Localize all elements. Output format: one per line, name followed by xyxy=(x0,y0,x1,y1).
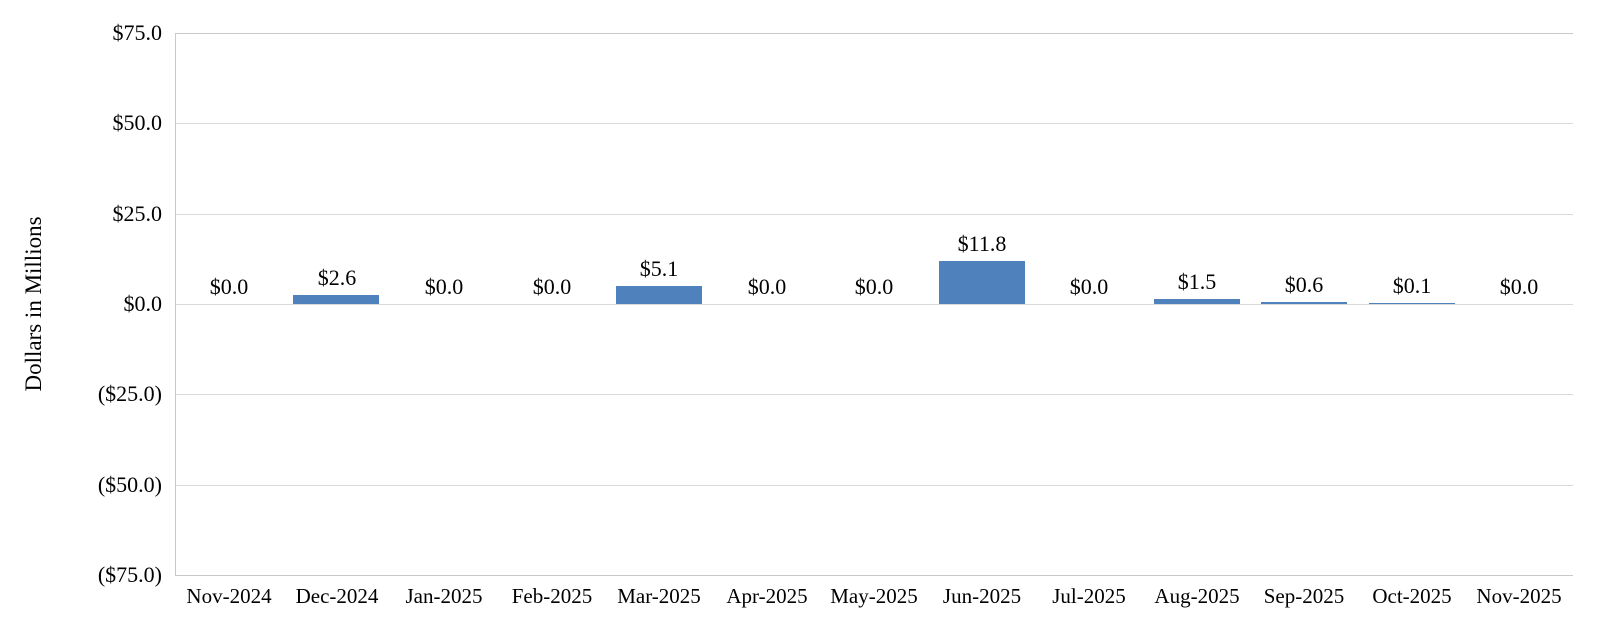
y-tick-label: ($75.0) xyxy=(97,562,162,587)
x-tick-label: Jul-2025 xyxy=(1052,584,1126,608)
x-tick-label: Mar-2025 xyxy=(617,584,701,608)
bar xyxy=(293,295,379,304)
x-tick-label: Nov-2024 xyxy=(186,584,272,608)
bar-data-label: $0.0 xyxy=(1499,274,1539,299)
y-tick-label: ($25.0) xyxy=(97,381,162,406)
y-tick-label: $25.0 xyxy=(112,201,163,226)
bar-data-label: $0.0 xyxy=(1069,274,1109,299)
gridline xyxy=(175,575,1573,576)
bar-data-label: $1.5 xyxy=(1177,269,1217,294)
y-axis-line xyxy=(175,33,176,575)
bar-data-label: $5.1 xyxy=(639,256,679,281)
bar-data-label: $0.0 xyxy=(854,274,894,299)
bar xyxy=(1261,302,1347,304)
x-tick-label: Jun-2025 xyxy=(942,584,1022,608)
bar-data-label: $11.8 xyxy=(957,231,1007,256)
x-tick-label: Nov-2025 xyxy=(1476,584,1562,608)
bar xyxy=(939,261,1025,304)
gridline xyxy=(175,33,1573,34)
bar-data-label: $2.6 xyxy=(317,265,357,290)
x-tick-label: Apr-2025 xyxy=(726,584,808,608)
bar xyxy=(1369,303,1455,304)
x-tick-label: May-2025 xyxy=(830,584,918,608)
gridline xyxy=(175,485,1573,486)
gridline xyxy=(175,123,1573,124)
bar-data-label: $0.0 xyxy=(747,274,787,299)
x-tick-label: Sep-2025 xyxy=(1263,584,1345,608)
x-tick-label: Jan-2025 xyxy=(405,584,483,608)
bar-data-label: $0.0 xyxy=(424,274,464,299)
x-tick-label: Oct-2025 xyxy=(1372,584,1452,608)
x-tick-label: Feb-2025 xyxy=(511,584,593,608)
x-tick-label: Dec-2024 xyxy=(295,584,379,608)
bar-data-label: $0.6 xyxy=(1284,272,1324,297)
y-tick-label: $75.0 xyxy=(112,20,163,45)
y-tick-label: $0.0 xyxy=(123,291,163,316)
bar-data-label: $0.0 xyxy=(209,274,249,299)
bar-data-label: $0.0 xyxy=(532,274,572,299)
gridline xyxy=(175,394,1573,395)
y-tick-label: ($50.0) xyxy=(97,472,162,497)
y-tick-label: $50.0 xyxy=(112,110,163,135)
bar-data-label: $0.1 xyxy=(1392,273,1432,298)
gridline xyxy=(175,214,1573,215)
x-tick-label: Aug-2025 xyxy=(1154,584,1240,608)
bar xyxy=(616,286,702,304)
gridline xyxy=(175,304,1573,305)
bar xyxy=(1154,299,1240,304)
